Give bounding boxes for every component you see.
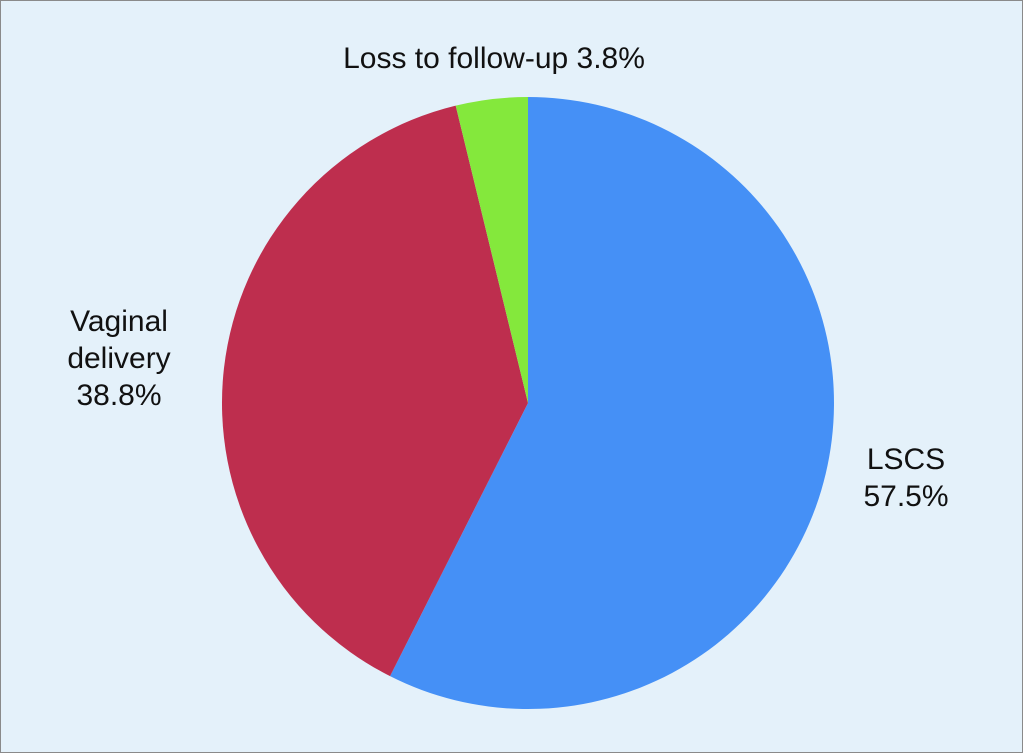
pie-slice-vaginal-delivery <box>221 105 528 677</box>
pie-slice-loss-to-follow-up <box>455 97 528 403</box>
slice-label-line: LSCS <box>867 443 945 476</box>
slice-label-loss-to-follow-up: Loss to follow-up 3.8% <box>343 42 645 75</box>
slice-label-line: delivery <box>67 342 170 375</box>
slice-label-line: 57.5% <box>863 480 948 513</box>
pie-slice-lscs <box>390 97 834 709</box>
slice-label-vaginal-delivery: Vaginal delivery 38.8% <box>67 305 170 412</box>
slice-labels: LSCS 57.5% Vaginal delivery 38.8% Loss to fol… <box>67 42 948 513</box>
pie-slices <box>221 97 834 709</box>
slice-label-line: Vaginal <box>70 305 168 338</box>
slice-label-line: 38.8% <box>76 379 161 412</box>
slice-label-line: Loss to follow-up 3.8% <box>343 42 645 75</box>
slice-label-lscs: LSCS 57.5% <box>863 443 948 513</box>
